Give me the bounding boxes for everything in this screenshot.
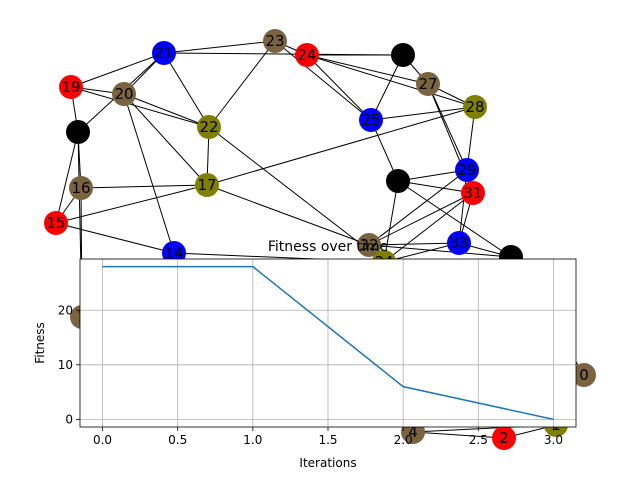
- graph-node-label: 4: [408, 423, 418, 441]
- x-tick-label: 3.0: [544, 433, 563, 447]
- graph-node: [359, 108, 383, 132]
- graph-node: [263, 29, 287, 53]
- graph-node: [461, 181, 485, 205]
- graph-node-label: 23: [265, 32, 284, 50]
- graph-node: [572, 363, 596, 387]
- y-tick-label: 20: [58, 303, 73, 317]
- grid-lines: [80, 259, 576, 427]
- graph-node: [492, 426, 516, 450]
- graph-node: [195, 173, 219, 197]
- graph-node-label: 21: [154, 44, 173, 62]
- graph-edge: [368, 244, 512, 258]
- graph-edge: [208, 40, 276, 128]
- graph-node-label: 32: [359, 236, 378, 254]
- graph-node-label: 17: [197, 176, 216, 194]
- graph-edge: [123, 93, 208, 186]
- graph-edge: [370, 54, 404, 121]
- y-tick-label: 10: [58, 358, 73, 372]
- graph-node: [386, 169, 410, 193]
- graph-edge: [55, 131, 79, 224]
- graph-node: [152, 41, 176, 65]
- graph-edge: [368, 169, 468, 246]
- graph-node: [66, 120, 90, 144]
- graph-edge: [397, 180, 512, 258]
- graph-edge: [383, 192, 474, 263]
- graph-edge: [123, 93, 175, 254]
- graph-node-label: 28: [465, 98, 484, 116]
- x-tick-label: 2.0: [394, 433, 413, 447]
- graph-edge: [397, 180, 474, 194]
- graph-node: [59, 75, 83, 99]
- graph-edge: [163, 40, 276, 54]
- x-tick-label: 1.0: [243, 433, 262, 447]
- x-axis-label: Iterations: [299, 456, 356, 470]
- chart-title: Fitness over time: [268, 239, 388, 255]
- graph-edge: [412, 431, 505, 439]
- graph-node: [391, 43, 415, 67]
- graph-node: [455, 158, 479, 182]
- graph-edge: [427, 83, 468, 171]
- series-line: [102, 265, 554, 421]
- graph-node-label: 20: [114, 85, 133, 103]
- graph-edge: [274, 40, 372, 121]
- graph-node-label: 29: [457, 161, 476, 179]
- graph-edge: [458, 169, 468, 244]
- graph-node: [69, 176, 93, 200]
- graph-node-label: 33: [449, 234, 468, 252]
- graph-node-label: 15: [46, 214, 65, 232]
- graph-node-label: 0: [579, 366, 589, 384]
- graph-edge: [55, 184, 208, 224]
- graph-node-label: 22: [199, 118, 218, 136]
- graph-edge: [80, 184, 208, 189]
- x-tick-label: 1.5: [318, 433, 337, 447]
- plot-area: 0.0 0.5 1.0 1.5 2.0 2.5 3.0 0 10 20 Fitness over …: [33, 239, 577, 470]
- graph-edge: [70, 52, 165, 88]
- graph-node-label: 25: [361, 111, 380, 129]
- graph-node: [197, 115, 221, 139]
- graph-edge: [206, 106, 476, 186]
- graph-node: [463, 95, 487, 119]
- graph-node-label: 27: [418, 75, 437, 93]
- axis-ticks: 0.0 0.5 1.0 1.5 2.0 2.5 3.0 0 10 20: [58, 303, 563, 447]
- graph-node-label: 19: [61, 78, 80, 96]
- graph-node: [416, 72, 440, 96]
- graph-edge: [368, 192, 474, 246]
- graph-node-label: 24: [297, 46, 316, 64]
- graph-node: [447, 231, 471, 255]
- x-tick-label: 2.5: [469, 433, 488, 447]
- graph-edge: [370, 106, 476, 121]
- graph-node-label: 31: [463, 184, 482, 202]
- graph-edge: [306, 54, 476, 108]
- graph-edge: [70, 86, 210, 128]
- graph-node-label: 14: [164, 244, 183, 262]
- x-tick-label: 0.5: [168, 433, 187, 447]
- graph-edge: [306, 54, 372, 121]
- graph-edge: [368, 242, 460, 246]
- graph-edge: [306, 54, 429, 85]
- graph-node: [44, 211, 68, 235]
- x-tick-label: 0.0: [93, 433, 112, 447]
- graph-edge: [208, 126, 385, 263]
- graph-node-label: 16: [71, 179, 90, 197]
- graph-edge: [206, 184, 370, 246]
- y-tick-label: 0: [65, 412, 73, 426]
- graph-edge: [55, 222, 175, 254]
- graph-node: [295, 43, 319, 67]
- graph-node-label: 2: [499, 429, 509, 447]
- graph-node: [357, 233, 381, 257]
- y-axis-label: Fitness: [33, 322, 47, 364]
- graph-edge: [383, 180, 399, 263]
- graph-edge: [123, 93, 210, 128]
- graph-node: [112, 82, 136, 106]
- graph-edge: [163, 52, 210, 128]
